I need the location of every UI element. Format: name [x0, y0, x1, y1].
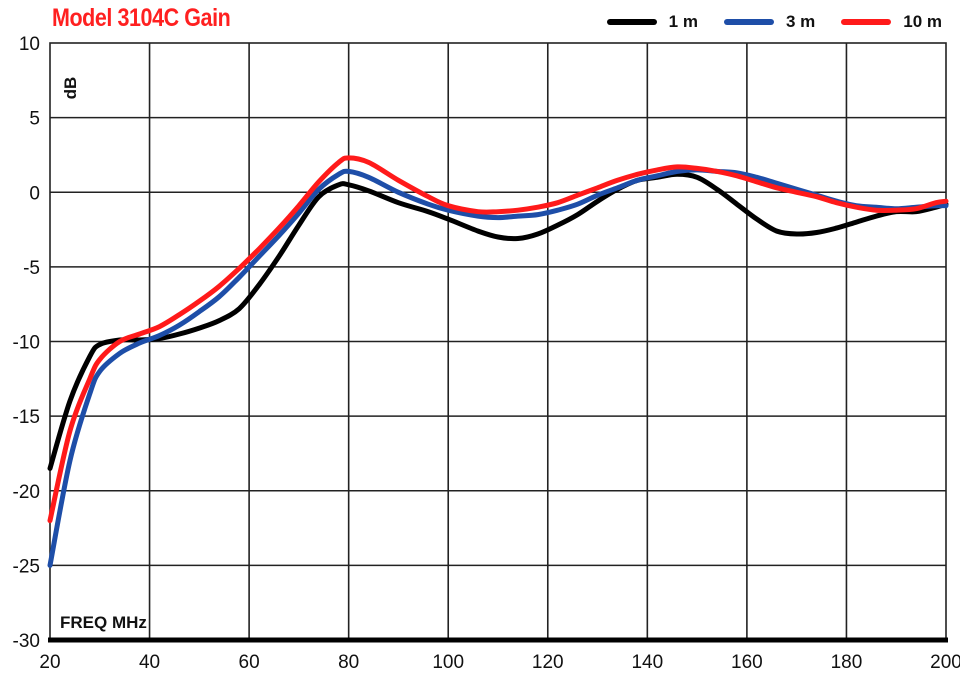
- legend-label: 1 m: [668, 12, 698, 31]
- legend-label: 10 m: [903, 12, 942, 31]
- chart-title: Model 3104C Gain: [52, 4, 231, 32]
- x-tick-label: 180: [831, 652, 863, 673]
- y-tick-label: -10: [13, 333, 40, 354]
- x-tick-label: 80: [338, 652, 359, 673]
- y-tick-label: -5: [23, 258, 40, 279]
- grid: [48, 42, 948, 643]
- y-tick-label: 0: [29, 183, 40, 204]
- x-tick-label: 160: [731, 652, 763, 673]
- x-tick-label: 60: [239, 652, 260, 673]
- series-line-3m: [47, 167, 949, 568]
- legend-swatch: [723, 19, 774, 25]
- x-tick-label: 200: [930, 652, 960, 673]
- series-line-1m: [47, 171, 949, 471]
- legend: 1 m 3 m 10 m: [606, 12, 942, 32]
- legend-item: 3 m: [723, 12, 816, 32]
- y-tick-label: -30: [13, 631, 40, 652]
- series-line-10m: [47, 155, 949, 524]
- tick-labels: 20 40 60 80 100 120 140 160 180 200 10 5 0 -5 -10 -15 -2…: [13, 34, 960, 673]
- series-layer: [47, 155, 949, 568]
- x-tick-label: 120: [532, 652, 564, 673]
- x-axis-label: FREQ MHz: [60, 613, 147, 632]
- y-tick-label: 5: [29, 109, 40, 130]
- x-tick-label: 20: [39, 652, 60, 673]
- legend-swatch: [841, 19, 892, 25]
- legend-item: 10 m: [841, 12, 942, 32]
- x-tick-label: 40: [139, 652, 160, 673]
- legend-label: 3 m: [785, 12, 816, 31]
- y-tick-label: -15: [13, 407, 40, 428]
- x-tick-label: 100: [432, 652, 464, 673]
- y-tick-label: -20: [13, 482, 40, 503]
- legend-swatch: [606, 19, 657, 25]
- y-tick-label: 10: [19, 34, 40, 55]
- x-tick-label: 140: [631, 652, 663, 673]
- legend-item: 1 m: [606, 12, 698, 32]
- y-tick-label: -25: [13, 556, 40, 577]
- y-axis-label: dB: [61, 77, 80, 100]
